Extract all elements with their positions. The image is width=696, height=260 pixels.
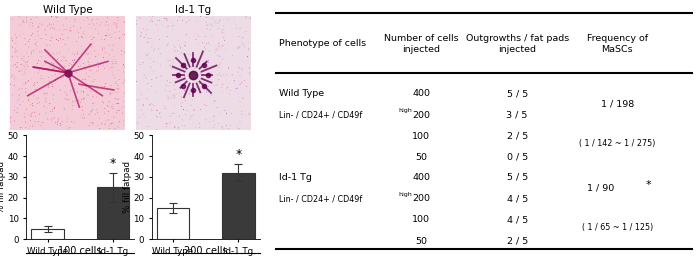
Text: *: * bbox=[646, 180, 651, 190]
Text: ( 1 / 65 ~ 1 / 125): ( 1 / 65 ~ 1 / 125) bbox=[582, 223, 653, 232]
Text: high: high bbox=[398, 192, 412, 197]
Text: *: * bbox=[110, 157, 116, 170]
Text: Wild Type: Wild Type bbox=[279, 89, 324, 98]
Text: 200 cells: 200 cells bbox=[184, 246, 227, 256]
Title: Id-1 Tg: Id-1 Tg bbox=[175, 5, 211, 15]
Text: 4 / 5: 4 / 5 bbox=[507, 215, 528, 224]
Text: Lin- / CD24+ / CD49f: Lin- / CD24+ / CD49f bbox=[279, 110, 363, 120]
Text: Outgrowths / fat pads
injected: Outgrowths / fat pads injected bbox=[466, 34, 569, 54]
Text: high: high bbox=[398, 108, 412, 113]
Text: 4 / 5: 4 / 5 bbox=[507, 194, 528, 203]
Title: Wild Type: Wild Type bbox=[43, 5, 93, 15]
Text: Id-1 Tg: Id-1 Tg bbox=[279, 173, 312, 182]
Text: 5 / 5: 5 / 5 bbox=[507, 89, 528, 98]
Text: 2 / 5: 2 / 5 bbox=[507, 132, 528, 141]
Text: 400: 400 bbox=[412, 173, 430, 182]
Text: 50: 50 bbox=[415, 237, 427, 246]
Text: Frequency of
MaSCs: Frequency of MaSCs bbox=[587, 34, 648, 54]
Bar bbox=[222, 173, 255, 239]
Text: ( 1 / 142 ~ 1 / 275): ( 1 / 142 ~ 1 / 275) bbox=[579, 139, 656, 148]
Text: 200: 200 bbox=[412, 194, 430, 203]
Text: 100: 100 bbox=[412, 132, 430, 141]
Text: 5 / 5: 5 / 5 bbox=[507, 173, 528, 182]
Y-axis label: % fill fatpad: % fill fatpad bbox=[0, 161, 6, 213]
Text: 50: 50 bbox=[415, 153, 427, 162]
Text: Phenotype of cells: Phenotype of cells bbox=[279, 39, 366, 48]
Bar bbox=[157, 208, 189, 239]
Text: 0 / 5: 0 / 5 bbox=[507, 153, 528, 162]
Text: 200: 200 bbox=[412, 110, 430, 120]
Text: 100 cells: 100 cells bbox=[58, 246, 102, 256]
Text: Number of cells
injected: Number of cells injected bbox=[383, 34, 459, 54]
Text: 2 / 5: 2 / 5 bbox=[507, 237, 528, 246]
Text: 100: 100 bbox=[412, 215, 430, 224]
Text: Lin- / CD24+ / CD49f: Lin- / CD24+ / CD49f bbox=[279, 194, 363, 203]
Text: 1 / 198: 1 / 198 bbox=[601, 100, 634, 109]
Y-axis label: % fill fatpad: % fill fatpad bbox=[122, 161, 132, 213]
Text: 1 / 90: 1 / 90 bbox=[587, 183, 615, 192]
Text: *: * bbox=[235, 148, 242, 161]
Text: 3 / 5: 3 / 5 bbox=[507, 110, 528, 120]
Bar bbox=[31, 229, 64, 239]
Text: 400: 400 bbox=[412, 89, 430, 98]
Bar bbox=[97, 187, 129, 239]
